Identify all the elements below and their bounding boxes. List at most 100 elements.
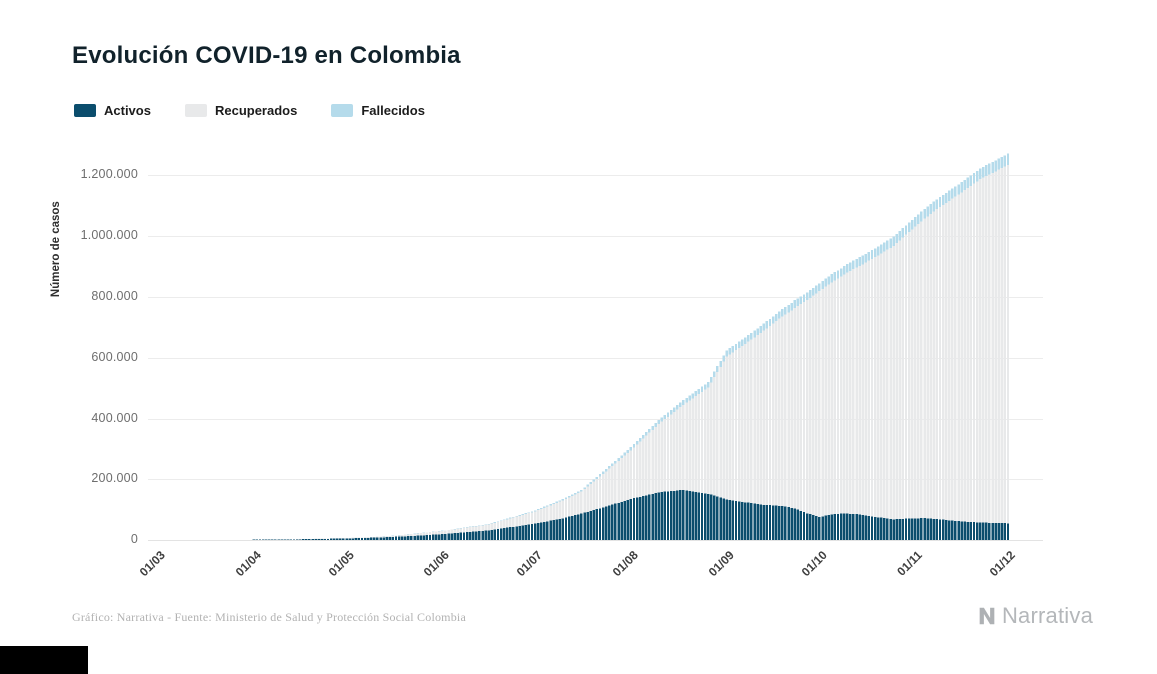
gridline [148,236,1043,238]
bar-recuperados [929,213,932,519]
bar-recuperados [744,343,747,503]
bar-fallecidos [867,251,871,261]
bar-fallecidos [669,410,673,415]
bar-fallecidos [595,476,599,479]
bar-recuperados [540,509,543,523]
bar-activos [320,538,324,540]
bar-activos [410,535,413,540]
bar-fallecidos [910,219,914,230]
bar-activos [629,498,633,540]
bar-fallecidos [787,304,790,313]
bar-recuperados [842,274,846,514]
bar-activos [478,531,481,540]
bar-fallecidos [907,222,911,232]
bar-recuperados [846,272,849,514]
bar-fallecidos [706,382,710,388]
y-tick-label: 1.200.000 [80,167,138,182]
bar-recuperados [574,494,577,516]
bar-fallecidos [880,244,883,254]
bar-activos [827,515,830,540]
bar-recuperados [830,282,834,515]
bar-fallecidos [1006,153,1010,165]
bar-activos [969,521,973,540]
bar-recuperados [404,534,407,537]
bar-activos [465,532,469,540]
bar-activos [645,495,648,540]
bar-recuperados [802,301,806,513]
bar-recuperados [475,526,478,532]
bar-fallecidos [972,173,976,184]
bar-activos [876,517,880,540]
bar-recuperados [441,531,444,535]
bar-recuperados [880,253,883,518]
bar-activos [944,519,948,540]
bar-fallecidos [642,435,645,439]
bar-recuperados [920,221,923,519]
legend-item-fallecidos: Fallecidos [331,103,425,118]
bar-activos [883,518,886,540]
bar-recuperados [410,534,413,536]
bar-fallecidos [744,337,747,344]
bar-fallecidos [765,321,769,329]
bar-fallecidos [778,311,781,319]
bar-activos [305,539,308,540]
bar-recuperados [855,267,858,515]
bar-activos [447,533,450,540]
bar-recuperados [988,174,991,523]
bar-activos [657,492,660,540]
bar-recuperados [583,489,586,513]
bar-recuperados [747,341,750,503]
bar-fallecidos [759,325,762,333]
bar-fallecidos [518,515,521,516]
x-tick-label: 01/07 [513,548,545,580]
bar-recuperados [533,511,537,524]
bar-activos [821,516,824,540]
bar-recuperados [966,187,970,522]
bar-activos [428,534,432,540]
bar-recuperados [604,471,608,507]
bar-fallecidos [941,194,945,205]
bar-recuperados [839,276,843,514]
bar-recuperados [985,176,988,523]
bar-activos [697,492,701,540]
bar-activos [561,518,565,540]
bar-activos [666,491,670,540]
gridline [148,296,1043,298]
bar-activos [756,503,759,540]
bar-activos [737,501,741,540]
bar-fallecidos [515,515,518,517]
bar-recuperados [889,247,892,519]
bar-activos [487,530,490,540]
bar-recuperados [614,463,617,504]
bar-activos [459,532,463,540]
bar-activos [867,515,871,540]
bar-fallecidos [611,463,614,467]
bar-fallecidos [784,306,787,315]
bar-fallecidos [490,523,494,524]
bar-activos [978,522,982,540]
bar-fallecidos [574,492,577,495]
bar-recuperados [493,522,497,530]
bar-activos [901,518,905,540]
bar-activos [691,491,694,540]
bar-activos [839,513,843,540]
bar-fallecidos [923,208,926,219]
bar-fallecidos [506,518,509,520]
bar-fallecidos [657,420,660,424]
bar-fallecidos [771,316,775,324]
bar-recuperados [771,323,775,506]
bar-recuperados [425,532,429,536]
bar-activos [886,518,889,540]
bar-activos [379,537,382,540]
bar-fallecidos [756,328,759,336]
bar-activos [611,504,614,540]
bar-activos [759,504,762,540]
bar-fallecidos [963,179,966,191]
bar-activos [407,536,410,540]
bar-fallecidos [617,458,620,461]
legend-label: Recuperados [214,103,298,118]
bar-activos [512,526,515,540]
bar-recuperados [796,305,800,510]
bar-activos [960,521,963,540]
bar-recuperados [864,262,868,516]
